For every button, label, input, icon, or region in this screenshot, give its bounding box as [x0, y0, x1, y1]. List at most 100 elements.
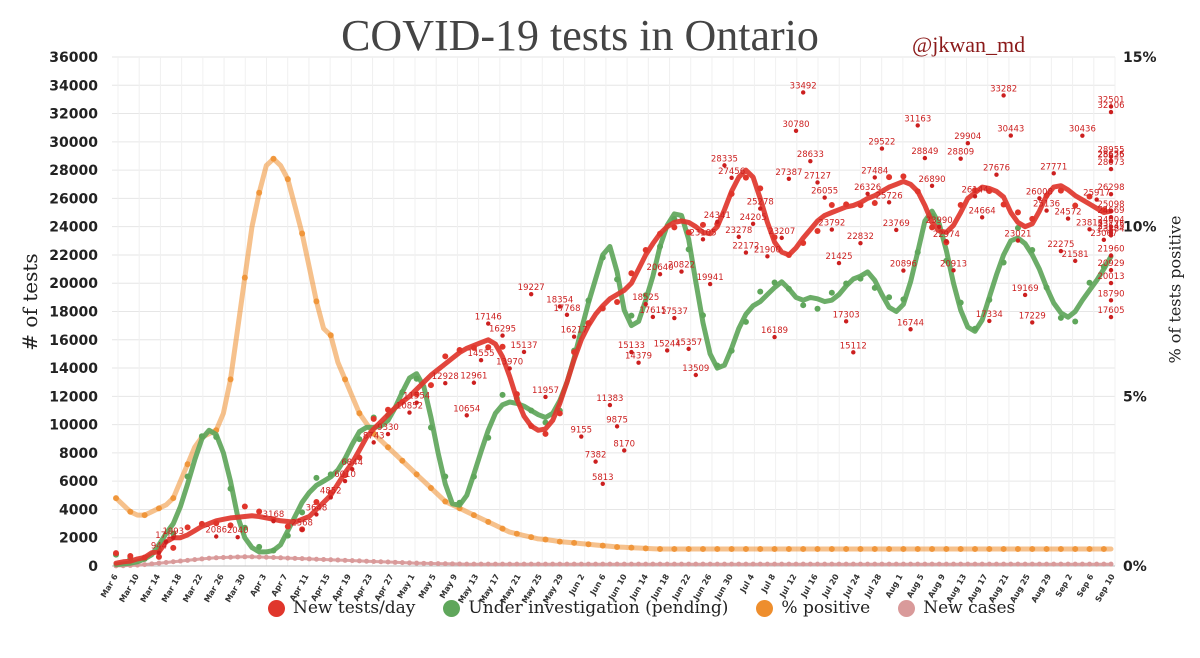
series-point-3	[979, 561, 985, 567]
series-point-2	[227, 376, 234, 383]
series-point-3	[879, 561, 885, 567]
data-label: 11383	[596, 394, 623, 404]
series-point-0	[857, 202, 864, 209]
data-label-point	[342, 478, 348, 484]
data-label-point	[471, 380, 477, 385]
series-point-1	[957, 299, 964, 306]
y-tick-label: 10000	[49, 418, 98, 434]
data-label: 18354	[546, 295, 573, 305]
data-label: 17229	[1019, 311, 1046, 321]
data-label-point	[901, 268, 906, 273]
data-label-point	[700, 237, 706, 242]
data-label: 26326	[854, 183, 881, 193]
data-label-point	[622, 448, 627, 453]
series-point-0	[628, 270, 635, 277]
data-label: 23792	[818, 219, 845, 229]
data-label: 14379	[625, 352, 652, 362]
data-label-point	[994, 172, 999, 177]
y-tick-label: 4000	[59, 502, 98, 518]
data-label: 24205	[740, 213, 767, 223]
series-point-3	[721, 561, 727, 567]
data-label: 23067	[1090, 229, 1117, 239]
data-label: 8170	[613, 439, 635, 449]
data-label-point	[478, 358, 484, 363]
y-tick-label: 36000	[49, 50, 98, 66]
data-label: 19169	[1012, 284, 1039, 294]
y-tick-label: 22000	[49, 248, 98, 264]
series-point-0	[542, 430, 549, 437]
series-point-3	[650, 561, 656, 567]
data-label: 20913	[940, 259, 967, 269]
series-point-3	[657, 561, 663, 567]
data-label-point	[156, 550, 162, 555]
series-point-0	[227, 522, 234, 529]
series-point-3	[1108, 561, 1114, 567]
data-label: 28335	[711, 154, 738, 164]
series-point-0	[585, 320, 592, 327]
series-point-3	[435, 561, 441, 567]
data-label-point	[1051, 171, 1056, 176]
data-label: 25726	[876, 191, 903, 201]
series-point-3	[571, 561, 577, 567]
data-label-point	[564, 312, 570, 317]
series-point-2	[1057, 546, 1064, 553]
series-point-0	[742, 174, 749, 181]
data-label-point	[1108, 314, 1114, 320]
x-tick-label: Jul 20	[820, 572, 841, 600]
series-point-3	[550, 561, 556, 567]
data-label-point	[1108, 154, 1114, 159]
data-label: 16295	[489, 325, 516, 335]
series-point-3	[507, 561, 513, 567]
series-point-1	[728, 347, 735, 354]
x-tick-label: Sep 10	[1094, 572, 1117, 604]
data-label: 2568	[291, 519, 313, 529]
series-point-1	[270, 547, 277, 554]
series-point-3	[693, 561, 699, 567]
data-label: 25278	[747, 198, 774, 208]
legend-item-pending: Under investigation (pending)	[443, 598, 728, 618]
series-point-3	[1072, 561, 1078, 567]
series-point-1	[785, 285, 792, 292]
data-label-point	[464, 413, 469, 418]
series-point-3	[464, 561, 470, 567]
series-point-2	[113, 495, 119, 502]
series-point-0	[342, 472, 349, 479]
data-label-point	[750, 221, 756, 226]
legend-label: New tests/day	[293, 598, 416, 618]
series-point-3	[185, 557, 191, 563]
data-label: 2086	[205, 526, 227, 536]
data-label-point	[987, 318, 992, 324]
y-tick-label: 26000	[49, 191, 98, 207]
series-point-3	[908, 561, 914, 567]
legend-item-new-tests: New tests/day	[268, 598, 415, 618]
data-label-point	[1108, 166, 1114, 172]
data-label-point	[922, 155, 928, 161]
series-point-3	[865, 561, 871, 567]
data-label: 15133	[618, 341, 645, 351]
series-point-0	[413, 391, 420, 398]
x-tick-label: Jul 12	[778, 573, 799, 600]
y-tick-label: 18000	[49, 305, 98, 321]
data-label-point	[965, 140, 971, 146]
data-label-point	[843, 319, 849, 324]
legend-item-percent-positive: % positive	[756, 598, 870, 618]
data-label-point	[894, 227, 899, 233]
series-point-0	[485, 344, 492, 351]
data-label: 19941	[697, 273, 724, 283]
data-label-point	[1108, 267, 1114, 273]
data-label: 24004	[1097, 216, 1124, 226]
series-point-3	[1036, 561, 1042, 567]
data-label-point	[636, 360, 641, 365]
x-tick-label: Mar 30	[224, 572, 248, 604]
y-tick-label: 32000	[49, 107, 98, 123]
series-point-1	[198, 433, 205, 440]
data-label-point	[528, 291, 534, 297]
y-tick-label: 24000	[49, 220, 98, 236]
series-point-3	[170, 559, 176, 565]
data-label-point	[486, 321, 491, 326]
series-point-3	[457, 561, 463, 567]
series-point-3	[614, 561, 620, 567]
series-point-3	[807, 561, 813, 567]
series-point-3	[328, 557, 334, 563]
series-point-0	[313, 498, 320, 505]
